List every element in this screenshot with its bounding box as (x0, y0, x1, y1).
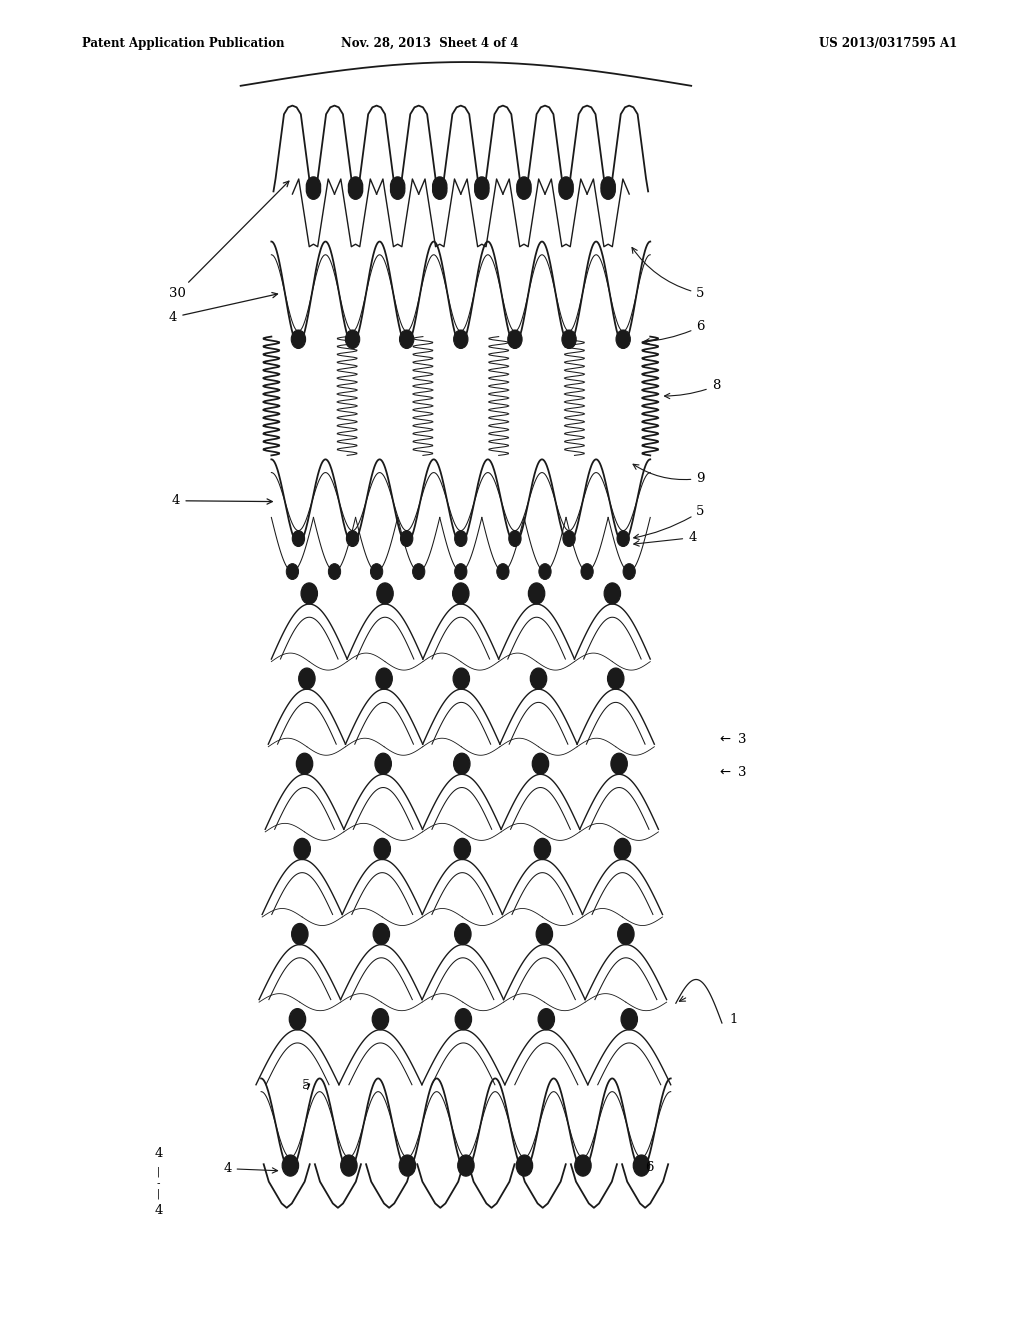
Circle shape (581, 564, 593, 579)
Circle shape (301, 583, 317, 605)
Circle shape (455, 1008, 471, 1030)
Circle shape (306, 177, 321, 195)
Circle shape (562, 330, 577, 348)
Circle shape (400, 531, 413, 546)
Circle shape (616, 330, 631, 348)
Circle shape (607, 668, 624, 689)
Circle shape (374, 838, 390, 859)
Circle shape (306, 181, 321, 199)
Circle shape (432, 181, 446, 199)
Text: 4: 4 (223, 1162, 278, 1175)
Circle shape (399, 1155, 416, 1176)
Circle shape (371, 564, 383, 579)
Text: 6: 6 (644, 319, 705, 345)
Circle shape (455, 924, 471, 945)
Circle shape (453, 668, 469, 689)
Circle shape (348, 177, 362, 195)
Circle shape (346, 531, 358, 546)
Circle shape (517, 181, 531, 199)
Circle shape (475, 181, 489, 199)
Circle shape (292, 924, 308, 945)
Circle shape (601, 181, 615, 199)
Circle shape (623, 564, 635, 579)
Circle shape (559, 181, 573, 199)
Circle shape (604, 583, 621, 605)
Circle shape (345, 330, 359, 348)
Text: 30: 30 (169, 181, 289, 300)
Text: 1: 1 (729, 1012, 737, 1026)
Text: 4: 4 (634, 531, 696, 546)
Circle shape (532, 754, 549, 775)
Circle shape (376, 668, 392, 689)
Circle shape (614, 838, 631, 859)
Circle shape (539, 1008, 555, 1030)
Circle shape (454, 330, 468, 348)
Circle shape (537, 924, 553, 945)
Circle shape (621, 1008, 637, 1030)
Circle shape (294, 838, 310, 859)
Circle shape (390, 177, 404, 195)
Text: |: | (157, 1167, 161, 1177)
Circle shape (329, 564, 341, 579)
Circle shape (601, 177, 615, 195)
Circle shape (455, 531, 467, 546)
Text: 4: 4 (155, 1147, 163, 1160)
Circle shape (617, 924, 634, 945)
Circle shape (455, 564, 467, 579)
Circle shape (574, 1155, 591, 1176)
Circle shape (633, 1155, 649, 1176)
Circle shape (287, 564, 299, 579)
Circle shape (539, 564, 551, 579)
Circle shape (530, 668, 547, 689)
Circle shape (453, 583, 469, 605)
Text: 5: 5 (632, 248, 705, 300)
Circle shape (432, 177, 446, 195)
Circle shape (299, 668, 315, 689)
Circle shape (617, 531, 630, 546)
Text: 4: 4 (169, 293, 278, 323)
Circle shape (458, 1155, 474, 1176)
Circle shape (373, 1008, 389, 1030)
Text: $\leftarrow$ 3: $\leftarrow$ 3 (717, 766, 746, 779)
Circle shape (454, 754, 470, 775)
Text: 5: 5 (302, 1078, 310, 1092)
Circle shape (399, 330, 414, 348)
Circle shape (509, 531, 521, 546)
Text: US 2013/0317595 A1: US 2013/0317595 A1 (819, 37, 957, 50)
Circle shape (563, 531, 575, 546)
Circle shape (455, 838, 471, 859)
Text: Patent Application Publication: Patent Application Publication (82, 37, 285, 50)
Text: 5: 5 (634, 504, 705, 540)
Circle shape (517, 177, 531, 195)
Circle shape (377, 583, 393, 605)
Text: |: | (157, 1188, 161, 1199)
Circle shape (413, 564, 425, 579)
Text: $\leftarrow$ 3: $\leftarrow$ 3 (717, 733, 746, 746)
Text: Nov. 28, 2013  Sheet 4 of 4: Nov. 28, 2013 Sheet 4 of 4 (341, 37, 519, 50)
Circle shape (289, 1008, 305, 1030)
Circle shape (341, 1155, 357, 1176)
Circle shape (559, 177, 573, 195)
Circle shape (283, 1155, 299, 1176)
Circle shape (516, 1155, 532, 1176)
Circle shape (497, 564, 509, 579)
Circle shape (373, 924, 389, 945)
Circle shape (528, 583, 545, 605)
Text: 8: 8 (665, 379, 720, 399)
Circle shape (475, 177, 489, 195)
Circle shape (348, 181, 362, 199)
Circle shape (296, 754, 312, 775)
Text: 4: 4 (155, 1204, 163, 1217)
Text: 9: 9 (633, 465, 705, 484)
Circle shape (508, 330, 522, 348)
Circle shape (375, 754, 391, 775)
Circle shape (291, 330, 305, 348)
Circle shape (535, 838, 551, 859)
Text: 6: 6 (641, 1160, 653, 1173)
Circle shape (292, 531, 304, 546)
Circle shape (611, 754, 628, 775)
Circle shape (390, 181, 404, 199)
Text: -: - (157, 1177, 161, 1188)
Text: 4: 4 (172, 494, 272, 507)
